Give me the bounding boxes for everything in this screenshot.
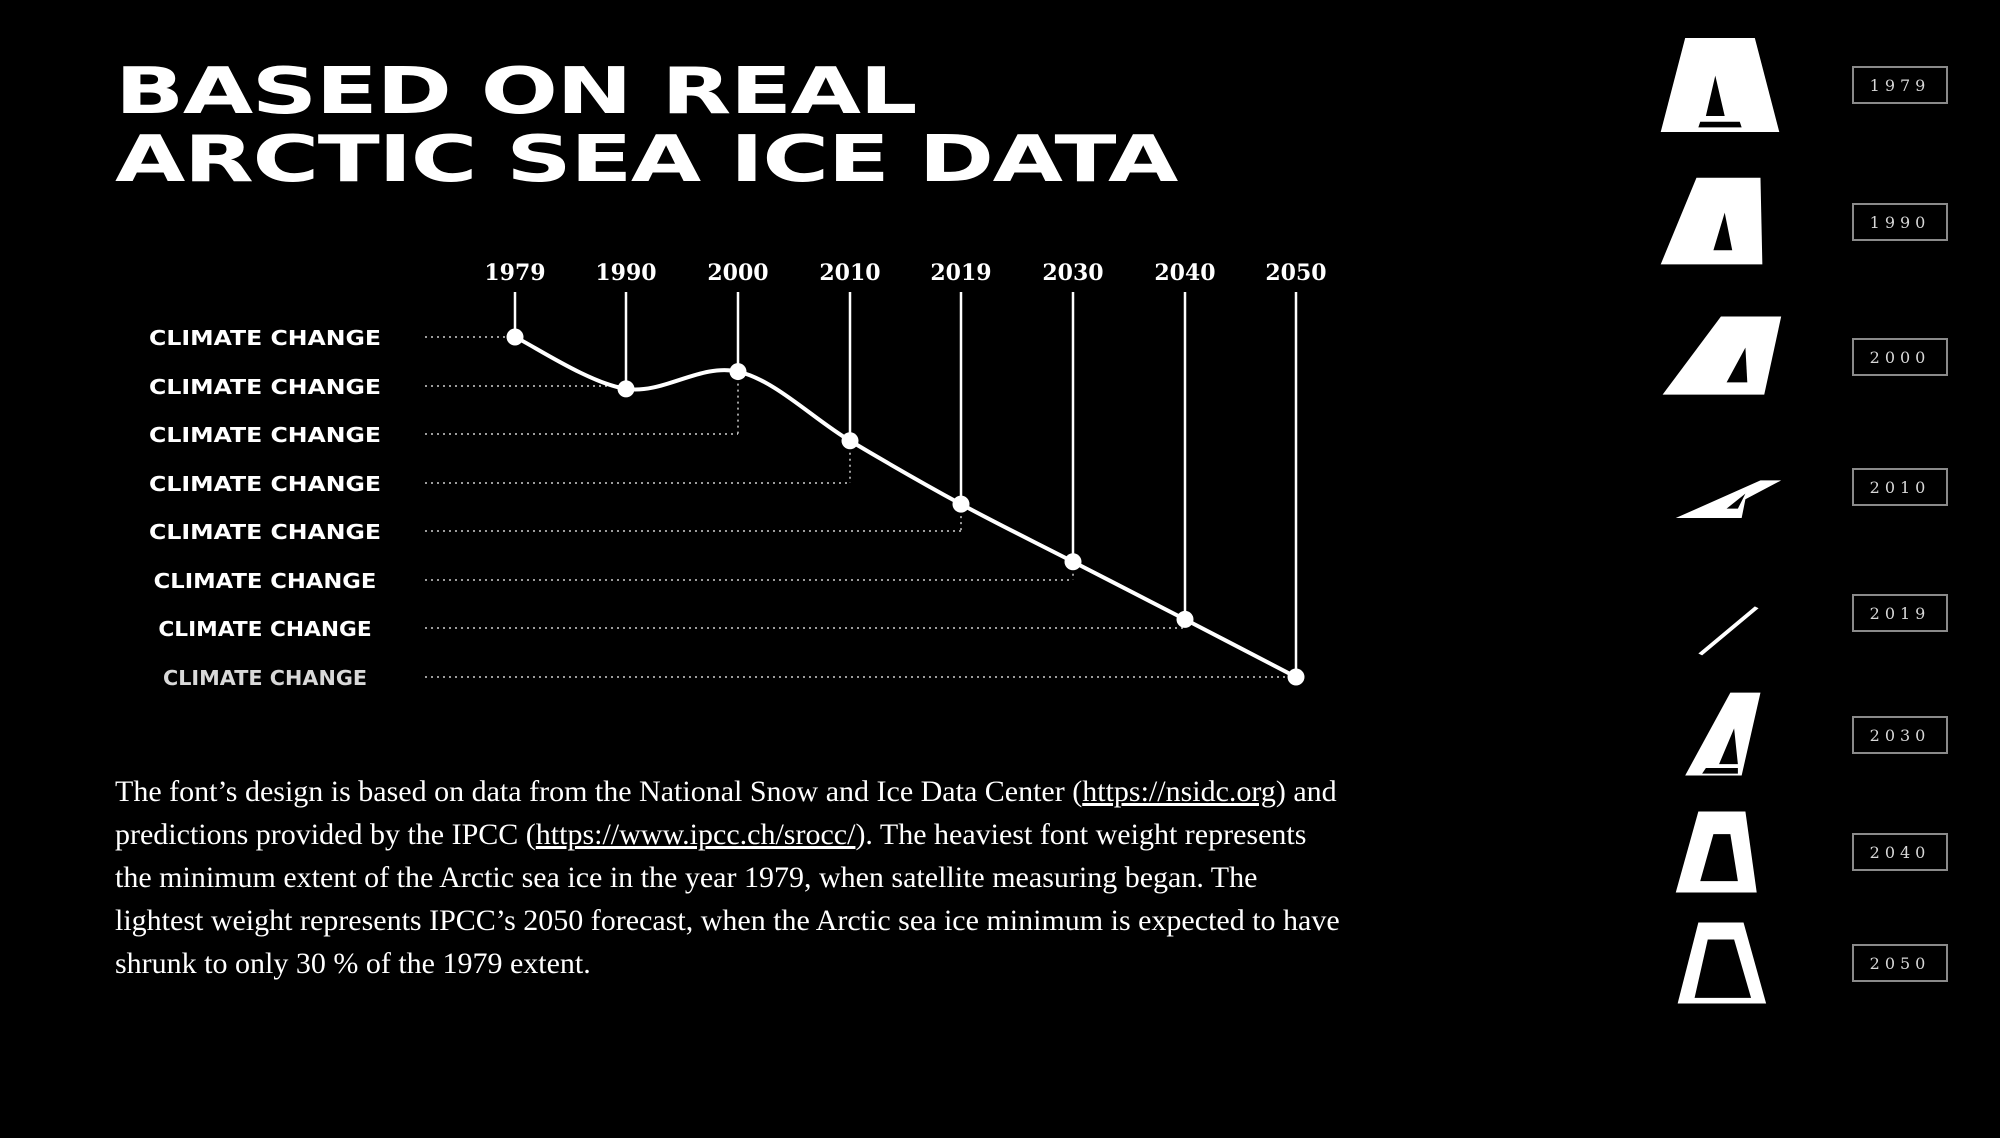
glyph-shape xyxy=(1662,316,1782,395)
glyph-shape xyxy=(1698,606,1759,656)
glyph-year-label: 2019 xyxy=(1852,594,1948,632)
headline-line-2: ARCTIC SEA ICE DATA xyxy=(115,123,1178,197)
data-point xyxy=(506,328,524,346)
glyph-row: 1979 xyxy=(1620,35,2000,135)
nsidc-link[interactable]: https://nsidc.org xyxy=(1082,775,1276,808)
headline: BASED ON REAL ARCTIC SEA ICE DATA xyxy=(115,55,1178,197)
description: The font’s design is based on data from … xyxy=(115,770,1345,985)
glyph-row: 2019 xyxy=(1620,563,2000,663)
climate-change-row-label: CLIMATE CHANGE xyxy=(149,522,381,545)
climate-change-row-label: CLIMATE CHANGE xyxy=(158,618,371,641)
glyph-row: 2010 xyxy=(1620,437,2000,537)
glyph-letter-a-icon xyxy=(1640,802,1800,902)
glyph-shape xyxy=(1660,177,1763,265)
data-point xyxy=(1287,668,1305,686)
glyph-shape xyxy=(1677,922,1767,1004)
climate-change-row-label: CLIMATE CHANGE xyxy=(149,474,381,497)
glyph-year-label: 2040 xyxy=(1852,833,1948,871)
glyph-row: 1990 xyxy=(1620,172,2000,272)
data-point xyxy=(617,380,635,398)
year-tick-label: 2019 xyxy=(930,260,991,286)
climate-change-row-label: CLIMATE CHANGE xyxy=(154,570,377,593)
data-point xyxy=(729,363,747,381)
glyph-letter-a-icon xyxy=(1640,172,1800,272)
climate-change-row-label: CLIMATE CHANGE xyxy=(149,425,381,448)
glyph-shape xyxy=(1675,480,1782,519)
data-point xyxy=(952,495,970,513)
glyph-year-label: 2000 xyxy=(1852,338,1948,376)
climate-change-row-label: CLIMATE CHANGE xyxy=(149,377,381,400)
ice-extent-chart: 1979 1990 2000 2010 2019 2030 2040 2050 CLIMATE … xyxy=(149,260,1327,690)
glyph-row: 2050 xyxy=(1620,913,2000,1013)
glyph-letter-a-icon xyxy=(1640,913,1800,1013)
glyph-year-label: 1990 xyxy=(1852,203,1948,241)
data-point xyxy=(1064,553,1082,571)
glyph-letter-a-icon xyxy=(1640,307,1800,407)
glyph-letter-a-icon xyxy=(1640,563,1800,663)
glyph-shape xyxy=(1660,37,1780,133)
description-part-3: ). The heaviest font weight represents t… xyxy=(115,818,1340,980)
glyph-letter-a-icon xyxy=(1640,685,1800,785)
climate-change-row-label: CLIMATE CHANGE xyxy=(163,666,367,690)
year-tick-label: 2010 xyxy=(819,260,880,286)
description-part-1: The font’s design is based on data from … xyxy=(115,775,1083,808)
year-tick-label: 2040 xyxy=(1154,260,1215,286)
glyph-weight-panel: 1979 1990 2000 2010 2019 2030 2040 2050 xyxy=(1620,0,2000,1138)
data-point xyxy=(841,432,859,450)
glyph-row: 2030 xyxy=(1620,685,2000,785)
glyph-year-label: 2030 xyxy=(1852,716,1948,754)
glyph-row: 2040 xyxy=(1620,802,2000,902)
glyph-row: 2000 xyxy=(1620,307,2000,407)
glyph-shape xyxy=(1675,811,1757,893)
ice-extent-line xyxy=(514,335,1297,679)
glyph-shape xyxy=(1685,692,1761,776)
data-point xyxy=(1176,610,1194,628)
glyph-year-label: 2050 xyxy=(1852,944,1948,982)
glyph-year-label: 2010 xyxy=(1852,468,1948,506)
glyph-year-label: 1979 xyxy=(1852,66,1948,104)
year-tick-label: 2000 xyxy=(707,260,768,286)
description-part-2: ) and predictions provided by the IPCC ( xyxy=(115,775,1337,851)
year-tick-label: 2050 xyxy=(1265,260,1326,286)
year-tick-label: 1990 xyxy=(595,260,656,286)
year-tick-label: 1979 xyxy=(484,260,545,286)
headline-line-1: BASED ON REAL xyxy=(115,55,917,129)
glyph-letter-a-icon xyxy=(1640,35,1800,135)
year-tick-label: 2030 xyxy=(1042,260,1103,286)
glyph-letter-a-icon xyxy=(1640,437,1800,537)
climate-change-row-label: CLIMATE CHANGE xyxy=(149,328,381,351)
ipcc-link[interactable]: https://www.ipcc.ch/srocc/ xyxy=(535,818,856,851)
